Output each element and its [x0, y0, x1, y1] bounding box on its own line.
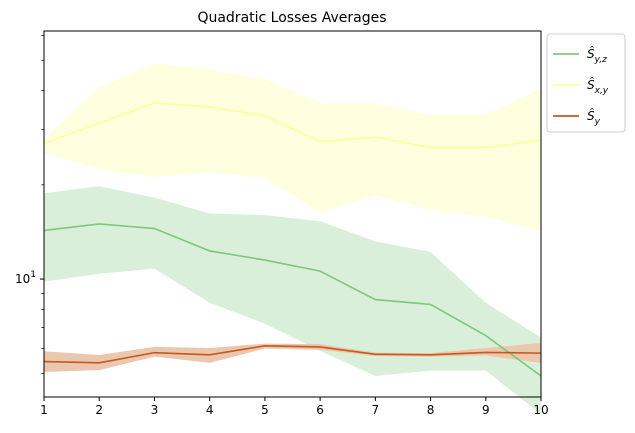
x-tick-label: 7 [372, 403, 380, 417]
series-line-2 [43, 345, 542, 364]
chart-title: Quadratic Losses Averages [197, 10, 386, 26]
x-tick-label: 8 [427, 403, 435, 417]
x-tick-label: 1 [40, 403, 48, 417]
x-tick-label: 10 [533, 403, 548, 417]
series-band-2 [44, 342, 541, 372]
y-tick-label: 101 [15, 270, 36, 286]
ticks: 1 2 3 4 5 6 7 8 9 10 101 [15, 35, 549, 417]
x-tick-label: 4 [206, 403, 214, 417]
legend-label-1: Ŝx,y [587, 77, 609, 96]
legend-label-2: Ŝy [587, 108, 601, 127]
legend: Ŝy,z Ŝx,y Ŝy [546, 33, 626, 133]
series-band-0 [44, 186, 541, 415]
series-line-1 [43, 102, 542, 149]
series-band-1 [44, 63, 541, 232]
legend-label-0: Ŝy,z [587, 46, 607, 65]
confidence-bands [44, 63, 541, 415]
series-line-0 [43, 223, 542, 377]
legend-box [546, 33, 626, 133]
x-tick-label: 3 [151, 403, 159, 417]
plot-frame [43, 30, 542, 398]
x-tick-label: 6 [316, 403, 324, 417]
series-lines [43, 102, 542, 377]
x-tick-label: 2 [95, 403, 103, 417]
x-tick-label: 9 [482, 403, 490, 417]
x-tick-label: 5 [261, 403, 269, 417]
axes [43, 30, 542, 398]
